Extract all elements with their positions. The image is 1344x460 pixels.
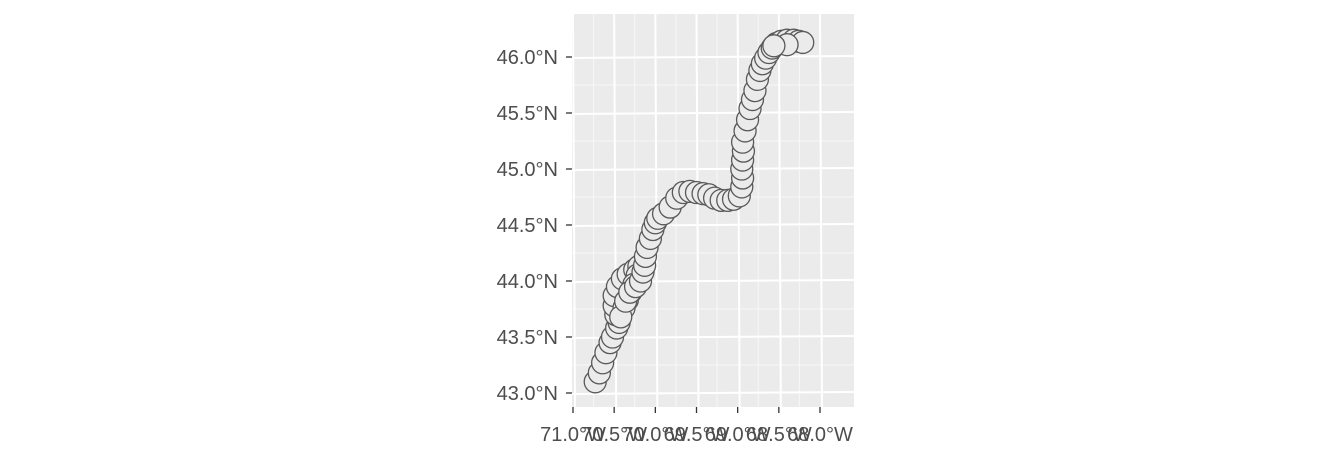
major-gridline (571, 391, 855, 395)
x-tick-label: 68.0°W (787, 424, 853, 446)
major-gridline (777, 13, 782, 408)
major-gridline (571, 55, 855, 59)
major-gridline (695, 13, 700, 408)
x-tick-label: 69.5°W (664, 424, 730, 446)
x-tick-label: 70.5°W (581, 424, 647, 446)
y-axis: 43.0°N 43.5°N 44.0°N 44.5°N 45.0°N 45.5°N 46.0… (497, 47, 572, 405)
y-tick-label: 44.0°N (497, 271, 558, 293)
y-tick-label: 45.0°N (497, 159, 558, 181)
major-gridline (572, 13, 576, 408)
x-tick-label: 71.0°W (540, 424, 606, 446)
x-tick-label: 69.0°W (705, 424, 771, 446)
x-tick-label: 70.0°W (622, 424, 688, 446)
y-tick-label: 43.0°N (497, 383, 558, 405)
x-axis: 71.0°W70.5°W70.0°W69.5°W69.0°W68.5°W68.0… (540, 407, 853, 446)
y-tick-label: 44.5°N (497, 215, 558, 237)
x-tick-label: 68.5°W (746, 424, 812, 446)
major-gridline (736, 13, 741, 408)
major-gridline (571, 167, 855, 171)
major-gridline (571, 223, 855, 227)
y-tick-label: 45.5°N (497, 103, 558, 125)
data-point (762, 34, 786, 58)
major-gridline (571, 111, 855, 115)
y-tick-label: 46.0°N (497, 47, 558, 69)
data-points (583, 28, 815, 394)
y-tick-label: 43.5°N (497, 327, 558, 349)
major-gridline (819, 13, 823, 408)
